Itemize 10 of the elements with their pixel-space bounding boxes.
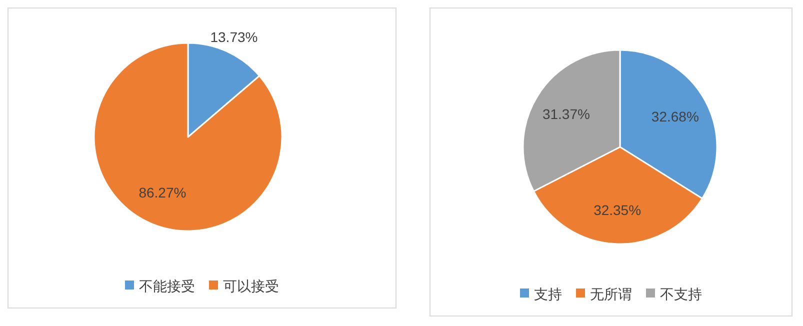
legend-label: 支持 [534,286,562,302]
data-label: 31.37% [542,106,590,122]
data-label: 13.73% [210,29,258,46]
legend-label: 不能接受 [139,278,195,294]
legend-label: 可以接受 [223,278,279,294]
data-label: 86.27% [138,184,186,201]
data-label: 32.68% [651,108,699,124]
data-label: 32.35% [594,202,642,218]
legend-label: 无所谓 [590,286,632,302]
legend-label: 不支持 [660,286,702,302]
